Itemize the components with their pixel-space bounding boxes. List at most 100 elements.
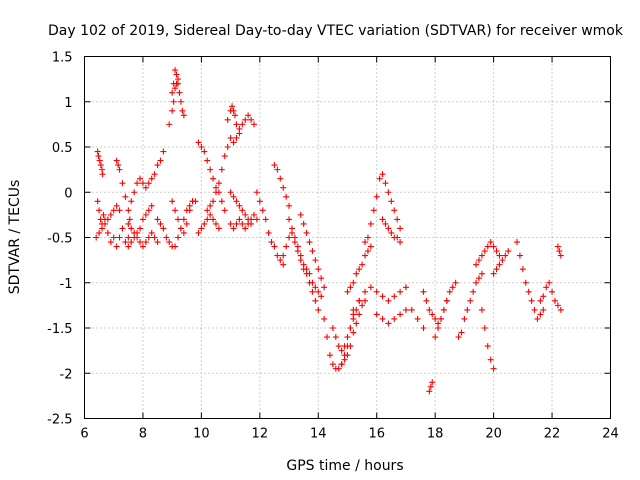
data-point bbox=[312, 297, 319, 304]
series-track-x bbox=[297, 211, 328, 291]
data-point bbox=[443, 297, 450, 304]
data-point bbox=[391, 293, 398, 300]
data-point bbox=[280, 184, 287, 191]
data-point bbox=[286, 202, 293, 209]
y-axis-label: SDTVAR / TECUs bbox=[7, 180, 23, 295]
series-track-ai bbox=[432, 279, 459, 341]
series-track-ab bbox=[344, 243, 374, 295]
data-point bbox=[429, 311, 436, 318]
data-point bbox=[173, 80, 180, 87]
data-point bbox=[213, 220, 219, 227]
data-point bbox=[163, 234, 170, 241]
data-point bbox=[239, 121, 246, 128]
data-point bbox=[554, 243, 561, 250]
x-tick-label: 16 bbox=[368, 427, 385, 442]
data-point bbox=[176, 89, 183, 96]
data-point bbox=[100, 211, 107, 218]
data-point bbox=[546, 279, 553, 286]
data-point bbox=[543, 284, 550, 291]
data-point bbox=[397, 311, 404, 318]
data-point bbox=[218, 166, 225, 173]
data-point bbox=[499, 257, 506, 264]
data-point bbox=[309, 248, 316, 255]
series-track-af bbox=[373, 306, 427, 331]
series-track-ad bbox=[379, 216, 404, 246]
data-point bbox=[268, 239, 275, 246]
data-point bbox=[131, 234, 138, 241]
series-track-z bbox=[329, 297, 363, 354]
data-point bbox=[556, 248, 563, 255]
data-point bbox=[326, 352, 333, 359]
data-point bbox=[107, 211, 114, 218]
data-point bbox=[172, 207, 179, 214]
data-point bbox=[391, 207, 398, 214]
series-track-f bbox=[128, 148, 167, 205]
data-point bbox=[183, 220, 190, 227]
data-point bbox=[379, 293, 386, 300]
data-point bbox=[195, 229, 202, 236]
data-point bbox=[414, 315, 421, 322]
data-point bbox=[271, 162, 278, 169]
data-point bbox=[137, 239, 144, 246]
data-point bbox=[277, 257, 284, 264]
data-point bbox=[239, 220, 246, 227]
data-point bbox=[490, 270, 497, 277]
series-track-u bbox=[271, 162, 293, 209]
data-point bbox=[294, 243, 301, 250]
data-point bbox=[362, 288, 369, 295]
data-point bbox=[172, 67, 179, 74]
ticks-layer bbox=[84, 56, 611, 419]
y-tick-label: 0 bbox=[64, 186, 72, 201]
data-point bbox=[113, 243, 120, 250]
data-point bbox=[519, 266, 526, 273]
data-point bbox=[370, 207, 377, 214]
data-point bbox=[420, 325, 427, 331]
data-point bbox=[356, 311, 363, 318]
data-point bbox=[309, 288, 316, 295]
data-point bbox=[306, 270, 313, 277]
data-point bbox=[312, 257, 319, 264]
data-point bbox=[137, 175, 144, 182]
data-point bbox=[204, 157, 211, 164]
data-point bbox=[452, 279, 459, 286]
data-point bbox=[478, 270, 485, 277]
data-point bbox=[458, 329, 465, 336]
data-point bbox=[160, 148, 167, 155]
data-point bbox=[94, 148, 101, 155]
data-point bbox=[96, 229, 103, 236]
series-track-s bbox=[227, 189, 255, 227]
series-track-ak bbox=[473, 239, 503, 268]
data-point bbox=[179, 107, 186, 114]
y-tick-label: -2.5 bbox=[47, 413, 72, 428]
data-point bbox=[195, 139, 202, 146]
data-point bbox=[481, 248, 488, 255]
data-point bbox=[388, 198, 395, 205]
data-point bbox=[531, 306, 538, 313]
data-point bbox=[242, 225, 249, 232]
data-point bbox=[373, 288, 380, 295]
data-point bbox=[432, 315, 439, 322]
data-point bbox=[101, 220, 108, 227]
series-track-n bbox=[195, 211, 222, 236]
data-point bbox=[286, 234, 293, 241]
x-tick-label: 12 bbox=[252, 427, 269, 442]
data-point bbox=[359, 302, 366, 309]
data-point bbox=[227, 189, 234, 196]
series-track-l bbox=[175, 198, 199, 241]
data-point bbox=[210, 198, 217, 205]
data-point bbox=[297, 252, 304, 259]
data-point bbox=[528, 297, 535, 304]
series-track-ah bbox=[426, 379, 436, 395]
data-point bbox=[344, 288, 351, 295]
data-point bbox=[236, 216, 243, 223]
data-point bbox=[186, 202, 193, 209]
data-point bbox=[382, 220, 389, 227]
data-point bbox=[125, 207, 132, 214]
data-point bbox=[341, 356, 348, 363]
data-point bbox=[218, 198, 225, 205]
data-point bbox=[487, 239, 494, 246]
data-point bbox=[245, 112, 252, 119]
data-point bbox=[473, 261, 480, 268]
data-point bbox=[207, 166, 214, 173]
data-point bbox=[438, 315, 445, 322]
